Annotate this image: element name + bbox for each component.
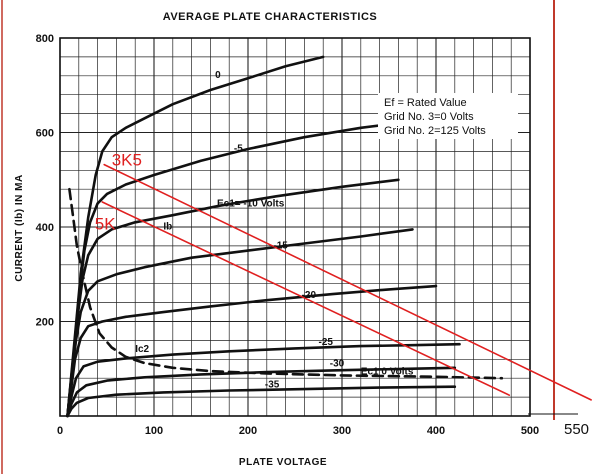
- y-tick-label: 600: [36, 128, 54, 140]
- plate-curve: [66, 55, 325, 418]
- plate-curve: [66, 178, 400, 418]
- x-tick-label: 100: [145, 425, 163, 437]
- curve-label: Ec1= -10 Volts: [217, 199, 285, 210]
- load-line-labels: 3K5 5K: [95, 151, 142, 234]
- y-tick-label: 400: [36, 222, 54, 234]
- extra-x-label: 550: [564, 421, 589, 438]
- tick-labels: 0 100 200 300 400 500 200 400 600 800: [36, 33, 540, 437]
- load-line-label: 5K: [95, 214, 116, 233]
- load-line-label: 3K5: [112, 151, 142, 170]
- plate-curve: [66, 284, 438, 418]
- x-tick-label: 400: [427, 425, 445, 437]
- curve-label: -30: [330, 358, 345, 369]
- load-line-3k5: [103, 163, 592, 401]
- curve-label: -20: [302, 290, 317, 301]
- curve-label: 0: [215, 70, 221, 81]
- chart-axes: [59, 37, 531, 417]
- x-axis-label: PLATE VOLTAGE: [239, 457, 327, 468]
- curve-label: -25: [319, 337, 334, 348]
- x-tick-label: 500: [521, 425, 539, 437]
- plate-curve: [66, 228, 414, 418]
- chart-series: [66, 55, 592, 418]
- condition-line-3: Grid No. 2=125 Volts: [384, 125, 486, 137]
- curve-label: Ec1 0 Volts: [361, 366, 414, 377]
- y-axis-label: CURRENT (Ib) IN MA: [14, 174, 25, 281]
- curve-label: -5: [234, 143, 243, 154]
- y-tick-label: 200: [36, 317, 54, 329]
- curve-label: -15: [273, 240, 288, 251]
- plate-curve: [66, 385, 457, 418]
- y-tick-label: 800: [36, 33, 54, 45]
- condition-line-1: Ef = Rated Value: [384, 97, 467, 109]
- curve-label: -35: [265, 380, 280, 391]
- curve-labels: 0 -5 Ec1= -10 Volts Ib -15 -20 -25 -30 Ec1 0 Vol…: [135, 70, 414, 390]
- x-tick-label: 200: [239, 425, 257, 437]
- x-tick-label: 0: [57, 425, 63, 437]
- x-tick-label: 300: [333, 425, 351, 437]
- plate-curve: [66, 366, 457, 418]
- plate-curve: [66, 342, 461, 418]
- conditions-legend-box: [378, 93, 518, 139]
- chart-title: AVERAGE PLATE CHARACTERISTICS: [163, 11, 378, 23]
- screen-current-curve: [68, 187, 504, 380]
- curve-label: Ib: [163, 221, 172, 232]
- conditions-legend: Ef = Rated Value Grid No. 3=0 Volts Grid…: [378, 93, 518, 139]
- load-line-5k: [101, 201, 511, 397]
- plot-frame: [59, 37, 531, 417]
- curve-label: Ic2: [135, 344, 149, 355]
- condition-line-2: Grid No. 3=0 Volts: [384, 111, 474, 123]
- plate-curve: [66, 119, 419, 418]
